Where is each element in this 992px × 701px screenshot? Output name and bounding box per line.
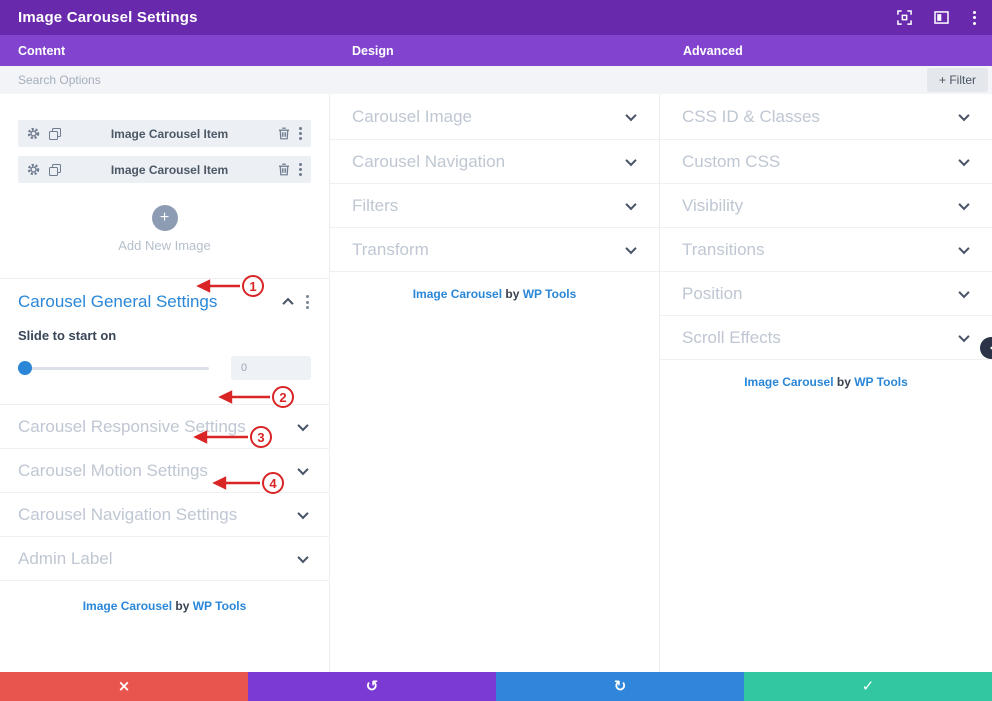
undo-icon: ↺: [365, 677, 379, 695]
gear-icon[interactable]: [27, 127, 40, 140]
slide-to-start-slider[interactable]: [18, 361, 209, 375]
kebab-menu-icon[interactable]: [971, 9, 978, 27]
module-credit: Image Carousel by WP Tools: [412, 287, 577, 301]
filter-button[interactable]: + Filter: [926, 68, 988, 92]
advanced-column: CSS ID & Classes Custom CSS Visibility T…: [660, 94, 992, 672]
chevron-down-icon: [958, 242, 970, 254]
vendor-credit-link[interactable]: WP Tools: [854, 375, 908, 389]
module-credit-link[interactable]: Image Carousel: [412, 287, 503, 301]
chevron-down-icon: [625, 198, 637, 210]
slider-handle[interactable]: [18, 361, 32, 375]
item-label: Image Carousel Item: [110, 126, 229, 141]
section-title: Carousel General Settings: [18, 292, 218, 311]
module-credit: Image Carousel by WP Tools: [82, 599, 247, 613]
section-carousel-general-settings: Carousel General Settings Slide to start…: [0, 278, 329, 405]
search-input[interactable]: [18, 73, 927, 87]
chevron-down-icon: [297, 551, 309, 563]
carousel-item-row[interactable]: Image Carousel Item: [18, 120, 311, 147]
panel-layout-icon[interactable]: [934, 11, 949, 24]
module-credit-link[interactable]: Image Carousel: [82, 599, 173, 613]
close-icon: ×: [117, 677, 131, 695]
modal-title: Image Carousel Settings: [18, 9, 198, 26]
section-css-id-classes[interactable]: CSS ID & Classes: [660, 94, 992, 140]
chevron-down-icon: [625, 242, 637, 254]
chevron-down-icon: [297, 507, 309, 519]
slide-to-start-label: Slide to start on: [18, 328, 117, 343]
design-column: Carousel Image Carousel Navigation Filte…: [330, 94, 660, 672]
tab-advanced[interactable]: Advanced: [683, 43, 743, 58]
carousel-item-row[interactable]: Image Carousel Item: [18, 156, 311, 183]
slider-track[interactable]: [18, 367, 209, 370]
section-carousel-navigation-settings[interactable]: Carousel Navigation Settings: [0, 493, 329, 537]
vendor-credit-link[interactable]: WP Tools: [192, 599, 247, 613]
redo-icon: ↻: [613, 677, 627, 695]
chevron-down-icon: [958, 286, 970, 298]
duplicate-icon[interactable]: [49, 163, 61, 176]
chevron-down-icon: [625, 109, 637, 121]
vendor-credit-link[interactable]: WP Tools: [522, 287, 577, 301]
section-carousel-motion-settings[interactable]: Carousel Motion Settings: [0, 449, 329, 493]
search-bar: + Filter: [0, 66, 992, 94]
trash-icon[interactable]: [278, 127, 290, 140]
item-kebab-icon[interactable]: [299, 127, 302, 140]
chevron-down-icon: [958, 109, 970, 121]
chevron-up-icon[interactable]: [282, 297, 294, 310]
section-position[interactable]: Position: [660, 272, 992, 316]
check-icon: ✓: [861, 677, 875, 695]
chevron-down-icon: [958, 198, 970, 210]
redo-button[interactable]: ↻: [496, 672, 744, 701]
section-custom-css[interactable]: Custom CSS: [660, 140, 992, 184]
save-button[interactable]: ✓: [744, 672, 992, 701]
cancel-button[interactable]: ×: [0, 672, 248, 701]
duplicate-icon[interactable]: [49, 127, 61, 140]
chevron-down-icon: [958, 330, 970, 342]
gear-icon[interactable]: [27, 163, 40, 176]
tab-bar: Content Design Advanced: [0, 35, 992, 66]
chevron-down-icon: [297, 463, 309, 475]
collapse-panel-button[interactable]: [980, 337, 992, 359]
tab-content[interactable]: Content: [18, 43, 66, 58]
module-credit-link[interactable]: Image Carousel: [744, 375, 834, 389]
add-new-image-label: Add New Image: [118, 238, 211, 253]
modal-header: Image Carousel Settings: [0, 0, 992, 35]
modal-footer: × ↺ ↻ ✓: [0, 672, 992, 701]
section-admin-label[interactable]: Admin Label: [0, 537, 329, 581]
chevron-down-icon: [297, 419, 309, 431]
section-carousel-navigation[interactable]: Carousel Navigation: [330, 140, 659, 184]
section-carousel-responsive-settings[interactable]: Carousel Responsive Settings: [0, 405, 329, 449]
expand-icon[interactable]: [897, 10, 912, 25]
trash-icon[interactable]: [278, 163, 290, 176]
tab-design[interactable]: Design: [352, 43, 394, 58]
undo-button[interactable]: ↺: [248, 672, 496, 701]
add-new-image-button[interactable]: +: [151, 205, 178, 231]
content-column: Image Carousel Item: [0, 94, 330, 672]
chevron-down-icon: [958, 154, 970, 166]
section-transform[interactable]: Transform: [330, 228, 659, 272]
chevron-left-icon: [990, 344, 992, 352]
item-kebab-icon[interactable]: [299, 163, 302, 176]
chevron-down-icon: [625, 154, 637, 166]
section-transitions[interactable]: Transitions: [660, 228, 992, 272]
section-visibility[interactable]: Visibility: [660, 184, 992, 228]
module-credit: Image Carousel by WP Tools: [744, 375, 908, 389]
section-scroll-effects[interactable]: Scroll Effects: [660, 316, 992, 360]
section-header[interactable]: Carousel General Settings: [18, 292, 311, 312]
section-carousel-image[interactable]: Carousel Image: [330, 94, 659, 140]
slide-to-start-input[interactable]: [231, 356, 311, 380]
section-kebab-icon[interactable]: [304, 293, 311, 311]
item-label: Image Carousel Item: [110, 162, 229, 177]
section-filters[interactable]: Filters: [330, 184, 659, 228]
